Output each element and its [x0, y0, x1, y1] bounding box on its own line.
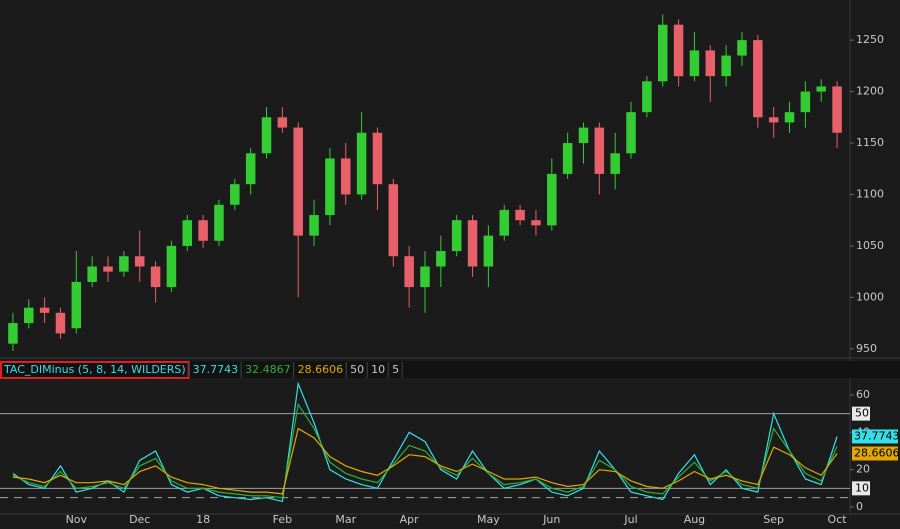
candle-body [39, 307, 50, 313]
candle-body [737, 40, 747, 56]
candle-body [198, 220, 208, 241]
candle-body [832, 86, 842, 133]
y-tick-label: 1000 [856, 290, 884, 303]
last-value-box [852, 446, 898, 461]
candle-body [499, 209, 509, 236]
candle-body [182, 220, 193, 246]
candle-body [245, 153, 256, 185]
candle-body [277, 117, 288, 128]
x-tick-label: Dec [129, 513, 150, 526]
header-value: 28.6606 [298, 363, 344, 376]
candle-body [309, 215, 319, 236]
candle-body [483, 235, 494, 267]
level-label-box [852, 406, 870, 421]
y-tick-label: 1250 [856, 33, 884, 46]
candle-body [119, 256, 129, 272]
x-tick-label: Nov [66, 513, 88, 526]
candle-body [150, 266, 161, 288]
x-tick-label: Jun [542, 513, 560, 526]
y-tick-label: 950 [856, 342, 877, 355]
candle-body [705, 50, 716, 77]
candle-body [166, 245, 177, 288]
x-tick-label: Sep [763, 513, 784, 526]
candle-body [578, 127, 589, 144]
candle-body [103, 266, 113, 272]
level-label: 50 [855, 407, 869, 420]
y-tick-label: 0 [856, 500, 863, 513]
y-tick-label: 20 [856, 463, 870, 476]
x-tick-label: Aug [684, 513, 705, 526]
last-value-label: 37.7743 [854, 429, 900, 442]
candle-body [404, 256, 414, 288]
candle-body [768, 117, 779, 123]
candle-body [515, 209, 525, 221]
header-value: 32.4867 [245, 363, 291, 376]
candle-body [87, 266, 97, 282]
header-level: 5 [392, 363, 399, 376]
candle-body [610, 153, 620, 174]
candle-body [214, 204, 224, 241]
candle-body [230, 184, 240, 205]
candle-body [372, 132, 383, 185]
candle-body [420, 266, 430, 288]
candle-body [562, 143, 573, 174]
candle-body [8, 323, 18, 344]
candle-body [689, 50, 700, 77]
candle-body [261, 117, 272, 154]
candle-body [594, 127, 605, 174]
candle-body [673, 24, 684, 77]
candle-body [816, 86, 826, 92]
x-tick-label: Apr [400, 513, 420, 526]
header-value: 37.7743 [193, 363, 239, 376]
last-value-label: 28.6606 [854, 446, 900, 459]
x-tick-label: 18 [196, 513, 210, 526]
candle-body [642, 81, 652, 113]
candle-body [436, 251, 446, 267]
y-tick-label: 1200 [856, 85, 884, 98]
candle-body [293, 127, 303, 236]
last-value-box [852, 429, 898, 444]
indicator-line [12, 402, 838, 499]
candle-body [356, 132, 367, 195]
candle-body [753, 40, 763, 118]
candle-body [134, 256, 145, 267]
header-level: 10 [371, 363, 385, 376]
candle-body [800, 91, 811, 113]
x-tick-label: May [477, 513, 500, 526]
x-tick-label: Feb [273, 513, 292, 526]
y-tick-label: 1050 [856, 239, 884, 252]
candle-body [24, 307, 34, 324]
candle-body [55, 312, 66, 334]
indicator-title: TAC_DIMinus (5, 8, 14, WILDERS) [3, 363, 186, 376]
indicator-line [12, 381, 838, 503]
candle-body [784, 112, 795, 123]
candle-body [451, 220, 462, 252]
candle-body [657, 24, 668, 82]
candle-body [325, 158, 335, 216]
candle-body [71, 281, 82, 329]
header-level: 50 [350, 363, 364, 376]
level-label-box [852, 481, 870, 496]
x-tick-label: Oct [828, 513, 848, 526]
x-tick-label: Jul [623, 513, 637, 526]
y-tick-label: 1150 [856, 136, 884, 149]
candle-body [341, 158, 351, 195]
x-tick-label: Mar [335, 513, 356, 526]
candle-body [547, 173, 557, 226]
candle-body [388, 184, 399, 257]
y-tick-label: 1100 [856, 187, 884, 200]
candle-body [531, 220, 541, 226]
indicator-line [12, 427, 838, 495]
candle-body [467, 220, 478, 267]
y-tick-label: 60 [856, 388, 870, 401]
candle-body [626, 112, 636, 154]
indicator-header [0, 361, 900, 378]
level-label: 10 [855, 481, 869, 494]
candle-body [721, 55, 731, 77]
